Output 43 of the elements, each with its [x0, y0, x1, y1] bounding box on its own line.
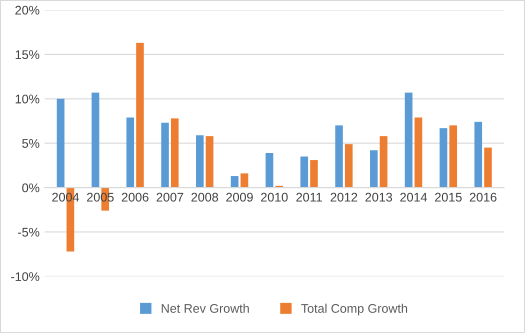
x-tick-label: 2009: [226, 192, 253, 202]
x-tick-label: 2006: [122, 192, 148, 202]
x-tick-label: 2015: [435, 192, 462, 202]
x-tick-label: 2010: [261, 192, 288, 202]
bar: [196, 135, 204, 188]
y-tick-label: 20%: [15, 6, 40, 15]
bar: [370, 150, 378, 188]
bar: [449, 125, 458, 188]
x-tick-label: 2013: [365, 192, 392, 202]
bar: [310, 160, 318, 188]
bar: [161, 122, 169, 188]
bar: [380, 136, 388, 188]
bar: [344, 144, 353, 188]
y-tick-label: -5%: [18, 228, 40, 237]
bar: [92, 92, 100, 188]
x-tick-label: 2012: [330, 192, 358, 202]
y-tick-label: 15%: [16, 50, 40, 60]
legend-label: Net Rev Growth: [162, 304, 249, 313]
x-tick-label: 2016: [470, 192, 496, 202]
bar: [474, 122, 482, 188]
bar: [56, 98, 64, 188]
x-tick-label: 2011: [296, 192, 322, 202]
bar: [440, 128, 448, 188]
bar: [484, 148, 492, 188]
bar: [170, 118, 179, 188]
bar: [404, 92, 412, 188]
bar: [230, 176, 238, 188]
x-tick-label: 2014: [400, 192, 428, 202]
y-tick-label: 10%: [16, 94, 40, 104]
bar: [126, 117, 134, 188]
bar: [240, 173, 248, 188]
bar: [136, 42, 144, 188]
bar: [300, 156, 308, 188]
bar: [335, 125, 343, 188]
bar: [414, 117, 422, 188]
y-tick-label: 5%: [22, 139, 40, 148]
y-tick-label: 0%: [22, 183, 40, 192]
legend-label: Total Comp Growth: [301, 304, 408, 316]
y-tick-label: -10%: [11, 272, 40, 282]
x-tick-label: 2008: [191, 192, 218, 202]
bar: [266, 152, 274, 188]
x-tick-label: 2007: [156, 192, 184, 202]
bar: [206, 136, 214, 188]
